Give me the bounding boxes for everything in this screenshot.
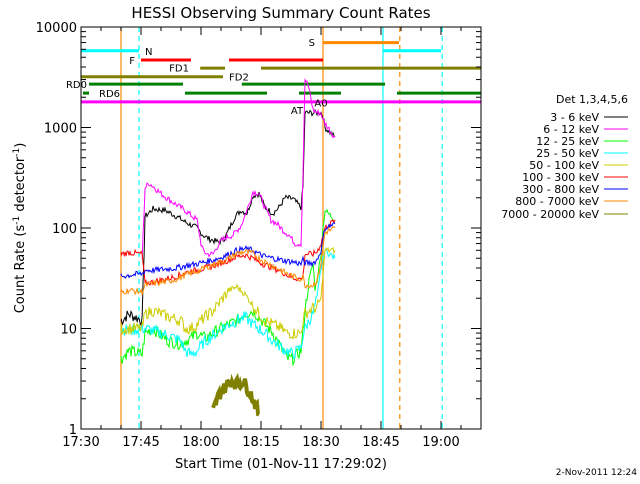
x-tick-label: 18:30 [302, 435, 339, 450]
y-axis-label-sup2: -1 [12, 148, 22, 157]
legend-title: Det 1,3,4,5,6 [556, 93, 628, 106]
state-label-fd2: FD2 [229, 73, 249, 84]
y-axis-label-end: ) [13, 143, 28, 148]
footer-timestamp: 2-Nov-2011 12:24 [556, 468, 638, 478]
state-label-f: F [129, 56, 135, 67]
state-label-s: S [309, 38, 315, 49]
state-label-rd6: RD6 [99, 89, 120, 100]
legend-label: 300 - 800 keV [522, 183, 599, 196]
legend-label: 100 - 300 keV [522, 171, 599, 184]
y-axis-label-main: Count Rate (s [13, 225, 28, 314]
chart-title: HESSI Observing Summary Count Rates [131, 4, 430, 22]
legend-label: 12 - 25 keV [536, 135, 599, 148]
y-tick-label: 1 [69, 423, 77, 438]
series-line-2 [141, 78, 336, 259]
plot-area [81, 27, 481, 429]
state-label-fd1: FD1 [169, 64, 189, 75]
series-line-8 [120, 225, 336, 296]
y-tick-label: 100 [52, 222, 77, 237]
x-tick-label: 17:45 [122, 435, 159, 450]
state-label-at: AT [291, 106, 304, 117]
y-tick-label: 10 [60, 323, 77, 338]
state-label-rd0: RD0 [66, 80, 87, 91]
series-line-9 [211, 372, 260, 417]
x-tick-label: 17:30 [62, 435, 99, 450]
x-tick-label: 18:15 [242, 435, 279, 450]
state-label-a0: A0 [314, 98, 327, 109]
y-axis-label: Count Rate (s-1 detector-1) [12, 143, 28, 314]
y-tick-label: 10000 [36, 21, 77, 36]
y-tick-label: 1000 [44, 122, 77, 137]
series-line-4 [120, 247, 336, 360]
x-axis-label: Start Time (01-Nov-11 17:29:02) [175, 457, 387, 472]
y-axis-label-mid: detector [13, 156, 28, 216]
x-tick-label: 19:00 [422, 435, 459, 450]
legend-label: 50 - 100 keV [529, 159, 599, 172]
series-line-3 [120, 208, 336, 367]
x-tick-label: 18:45 [362, 435, 399, 450]
legend-label: 7000 - 20000 keV [501, 208, 599, 221]
legend-label: 800 - 7000 keV [515, 195, 599, 208]
legend-label: 3 - 6 keV [550, 111, 599, 124]
legend-label: 25 - 50 keV [536, 147, 599, 160]
legend-label: 6 - 12 keV [543, 123, 599, 136]
series-line-1 [120, 108, 336, 328]
series-line-7 [120, 221, 336, 279]
x-tick-label: 18:00 [182, 435, 219, 450]
state-label-n: N [145, 47, 152, 58]
y-axis-label-sup: -1 [12, 216, 22, 225]
series-line-5 [120, 246, 336, 341]
